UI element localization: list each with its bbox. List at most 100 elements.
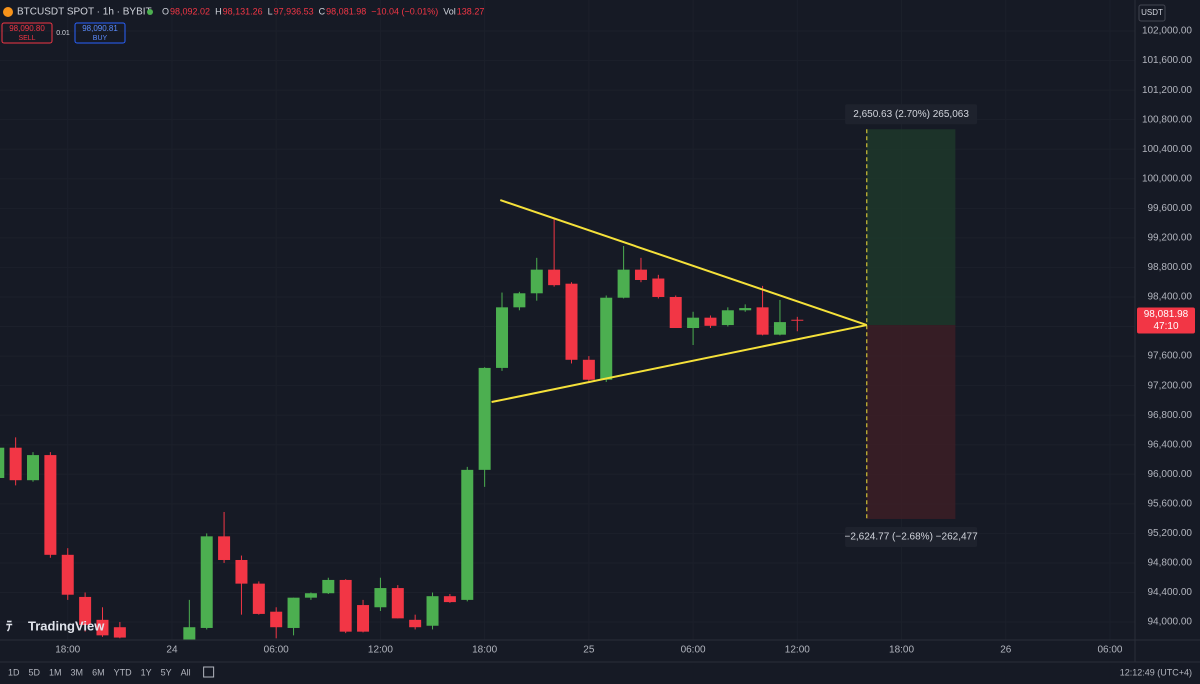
candle-body xyxy=(339,579,352,632)
calendar-icon[interactable] xyxy=(203,666,215,678)
currency-box[interactable] xyxy=(1138,4,1166,22)
spread: 0.01 xyxy=(56,30,70,37)
x-tick-label: 12:00 xyxy=(785,645,810,656)
countdown: 47:10 xyxy=(1153,321,1178,332)
candle-body xyxy=(44,455,57,555)
candle-body xyxy=(582,359,595,380)
candle-body xyxy=(426,596,439,626)
symbol[interactable]: BTCUSDT SPOT · 1h · BYBIT xyxy=(17,7,152,18)
range-button[interactable]: 1M xyxy=(49,667,62,677)
candle-body xyxy=(687,317,700,329)
range-button[interactable]: All xyxy=(181,667,191,677)
stop-label-box xyxy=(845,526,978,547)
candle-body xyxy=(9,447,22,481)
y-tick-label: 97,200.00 xyxy=(1148,380,1193,391)
currency[interactable]: USDT xyxy=(1141,8,1163,17)
range-button[interactable]: 6M xyxy=(92,667,105,677)
y-tick-label: 95,200.00 xyxy=(1148,528,1193,539)
y-tick-label: 99,600.00 xyxy=(1148,203,1193,214)
x-tick-label: 06:00 xyxy=(264,645,289,656)
y-tick-label: 96,400.00 xyxy=(1148,439,1193,450)
target-label-box xyxy=(845,104,978,125)
candle-body xyxy=(304,593,317,598)
ohlc-value: 138.27 xyxy=(457,6,485,16)
ohlc-value: 97,936.53 xyxy=(274,6,314,16)
sell-button[interactable] xyxy=(1,22,53,44)
candle-body xyxy=(617,269,630,298)
ohlc-label: C xyxy=(319,6,326,16)
ohlc-label: H xyxy=(215,6,222,16)
symbol-icon xyxy=(3,7,13,17)
candle-body xyxy=(409,619,422,628)
buy-label[interactable]: BUY xyxy=(93,35,108,42)
x-tick-label: 06:00 xyxy=(681,645,706,656)
range-button[interactable]: 1D xyxy=(8,667,20,677)
y-tick-label: 94,400.00 xyxy=(1148,587,1193,598)
range-button[interactable]: 1Y xyxy=(141,667,152,677)
candle-body xyxy=(634,269,647,280)
y-tick-label: 101,600.00 xyxy=(1142,55,1192,66)
buy-button[interactable] xyxy=(74,22,126,44)
candle-body xyxy=(391,588,404,619)
candle-body xyxy=(461,469,474,600)
y-tick-label: 100,800.00 xyxy=(1142,114,1192,125)
candle-body xyxy=(27,455,40,481)
candle-body xyxy=(704,317,717,326)
loss-zone xyxy=(866,325,956,519)
candle-body xyxy=(478,367,491,470)
candle-body xyxy=(218,536,231,560)
trend-line xyxy=(491,324,867,404)
range-button[interactable]: 3M xyxy=(71,667,84,677)
candle-body xyxy=(357,605,370,632)
ohlc-value: 98,131.26 xyxy=(223,6,263,16)
y-tick-label: 102,000.00 xyxy=(1142,26,1192,37)
candle-body xyxy=(200,536,213,628)
last-price-box xyxy=(1137,307,1195,334)
sell-label[interactable]: SELL xyxy=(18,35,35,42)
status-dot xyxy=(147,9,153,15)
candle-body xyxy=(322,579,335,594)
candle-body xyxy=(773,322,786,335)
ohlc-label: O xyxy=(162,6,169,16)
y-tick-label: 98,800.00 xyxy=(1148,262,1193,273)
x-tick-label: 25 xyxy=(583,645,595,656)
x-tick-label: 18:00 xyxy=(472,645,497,656)
header: BTCUSDT SPOT · 1h · BYBIT 98,090.80 SELL… xyxy=(1,4,1166,633)
candle-body xyxy=(0,447,5,478)
y-tick-label: 101,200.00 xyxy=(1142,85,1192,96)
y-tick-label: 95,600.00 xyxy=(1148,498,1193,509)
ohlc-label: Vol xyxy=(443,6,456,16)
candle-body xyxy=(235,559,248,584)
x-tick-label: 26 xyxy=(1000,645,1012,656)
candle-body xyxy=(113,627,126,638)
stop-label: −2,624.77 (−2.68%) −262,477 xyxy=(845,532,979,543)
y-tick-label: 99,200.00 xyxy=(1148,233,1193,244)
x-tick-label: 06:00 xyxy=(1097,645,1122,656)
candle-body xyxy=(600,297,613,380)
candle-body xyxy=(721,310,734,326)
plot xyxy=(0,129,956,640)
range-button[interactable]: 5Y xyxy=(161,667,172,677)
candle-body xyxy=(652,278,665,297)
candle-body xyxy=(548,269,561,286)
y-tick-label: 98,400.00 xyxy=(1148,292,1193,303)
candle-body xyxy=(739,308,752,311)
buy-price[interactable]: 98,090.81 xyxy=(82,24,118,33)
y-tick-label: 100,400.00 xyxy=(1142,144,1192,155)
candle-body xyxy=(791,319,804,321)
target-label: 2,650.63 (2.70%) 265,063 xyxy=(853,109,969,120)
candle-body xyxy=(252,583,265,614)
y-tick-label: 94,800.00 xyxy=(1148,558,1193,569)
candle-body xyxy=(270,611,283,628)
candle-body xyxy=(96,619,109,636)
range-button[interactable]: YTD xyxy=(114,667,133,677)
sell-price[interactable]: 98,090.80 xyxy=(9,24,45,33)
y-tick-label: 100,000.00 xyxy=(1142,173,1192,184)
candle-body xyxy=(374,588,387,608)
range-button[interactable]: 5D xyxy=(29,667,41,677)
last-price: 98,081.98 xyxy=(1144,309,1189,320)
x-tick-label: 18:00 xyxy=(889,645,914,656)
x-tick-label: 24 xyxy=(166,645,178,656)
